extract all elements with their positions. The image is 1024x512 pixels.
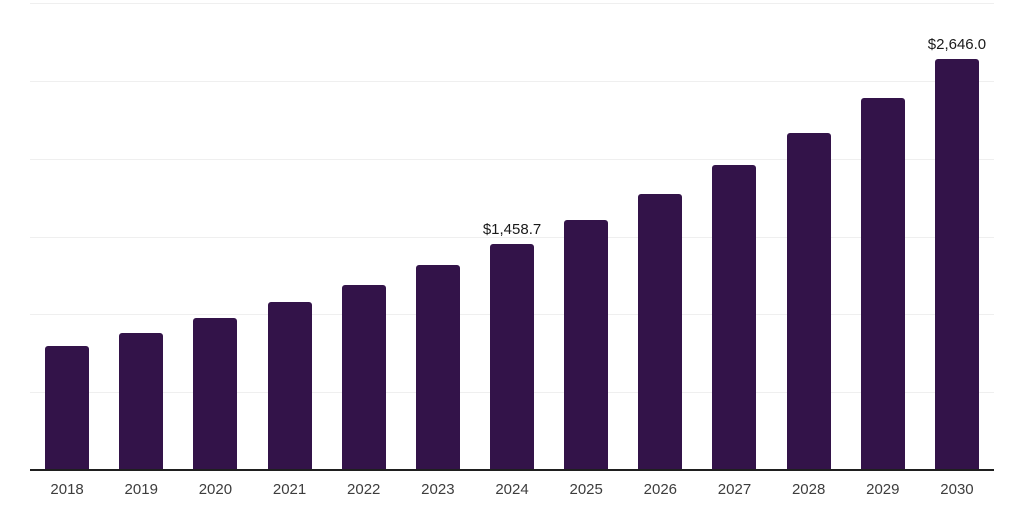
bar-slot-2024: $1,458.7 bbox=[475, 4, 549, 471]
bar-2029 bbox=[860, 98, 905, 471]
bar-slot-2028 bbox=[772, 4, 846, 471]
bar-slot-2029 bbox=[846, 4, 920, 471]
bar-slot-2018 bbox=[30, 4, 104, 471]
bar-2021 bbox=[267, 302, 312, 471]
x-tick-2027: 2027 bbox=[717, 481, 752, 498]
bar-2022 bbox=[341, 284, 386, 471]
x-tick-2025: 2025 bbox=[569, 481, 603, 498]
bar-slot-2025 bbox=[549, 4, 623, 471]
gridline-1500 bbox=[30, 236, 994, 238]
x-tick-2026: 2026 bbox=[643, 481, 678, 498]
x-tick-2023: 2023 bbox=[421, 481, 455, 498]
value-label-2024: $1,458.7 bbox=[482, 220, 542, 238]
bar-slot-2021 bbox=[252, 4, 326, 471]
bar-slot-2027 bbox=[697, 4, 771, 471]
x-tick-2028: 2028 bbox=[791, 481, 826, 498]
bar-slot-2020 bbox=[178, 4, 252, 471]
bar-slot-2019 bbox=[104, 4, 178, 471]
gridline-2500 bbox=[30, 80, 994, 82]
plot-area: $1,458.7 $2,646.0 bbox=[30, 3, 994, 471]
bar-2024: $1,458.7 bbox=[483, 221, 541, 471]
bar-2019 bbox=[119, 332, 164, 471]
x-axis-labels: 2018 2019 2020 2021 2022 2023 2024 2025 2026 2027… bbox=[30, 481, 994, 499]
x-tick-2029: 2029 bbox=[866, 481, 900, 498]
x-tick-2018: 2018 bbox=[50, 481, 84, 498]
bar-slot-2030: $2,646.0 bbox=[920, 4, 994, 471]
bar-slot-2026 bbox=[623, 4, 697, 471]
x-tick-2022: 2022 bbox=[347, 481, 381, 498]
bar-slot-2023 bbox=[401, 4, 475, 471]
bar-2025 bbox=[564, 220, 609, 471]
bar-slot-2022 bbox=[327, 4, 401, 471]
x-tick-2024: 2024 bbox=[495, 481, 529, 498]
x-axis-line bbox=[30, 469, 994, 471]
bar-2027 bbox=[712, 165, 757, 471]
bars-group: $1,458.7 $2,646.0 bbox=[30, 4, 994, 471]
gridline-2000 bbox=[30, 158, 994, 160]
value-label-2030: $2,646.0 bbox=[927, 36, 987, 54]
bar-2026 bbox=[638, 194, 683, 471]
x-tick-2021: 2021 bbox=[272, 481, 307, 498]
x-tick-2030: 2030 bbox=[940, 481, 974, 498]
bar-2023 bbox=[415, 265, 460, 471]
gridline-3000 bbox=[30, 3, 994, 4]
bar-2020 bbox=[193, 318, 238, 471]
bar-2018 bbox=[45, 345, 90, 471]
x-tick-2019: 2019 bbox=[124, 481, 158, 498]
bar-2030: $2,646.0 bbox=[928, 36, 986, 471]
x-tick-2020: 2020 bbox=[198, 481, 233, 498]
bar-2028 bbox=[786, 133, 831, 471]
